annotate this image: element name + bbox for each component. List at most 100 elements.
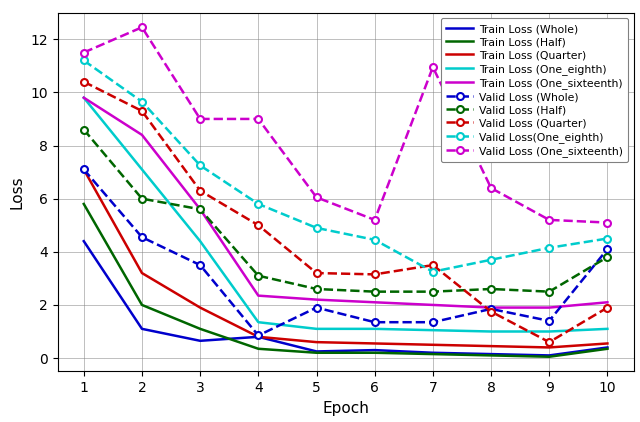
Train Loss (Half) xyxy=(371,350,378,355)
X-axis label: Epoch: Epoch xyxy=(322,400,369,416)
Train Loss (One_sixteenth) xyxy=(138,133,146,138)
Valid Loss(One_eighth) xyxy=(255,201,262,206)
Train Loss (Quarter) xyxy=(371,341,378,346)
Valid Loss(One_eighth) xyxy=(313,225,321,230)
Valid Loss (Half) xyxy=(371,289,378,294)
Train Loss (Half) xyxy=(138,303,146,308)
Train Loss (One_eighth) xyxy=(138,167,146,172)
Legend: Train Loss (Whole), Train Loss (Half), Train Loss (Quarter), Train Loss (One_eig: Train Loss (Whole), Train Loss (Half), T… xyxy=(441,18,628,162)
Train Loss (Whole) xyxy=(138,326,146,331)
Train Loss (One_eighth) xyxy=(196,238,204,243)
Train Loss (One_eighth) xyxy=(604,326,611,331)
Line: Train Loss (Quarter): Train Loss (Quarter) xyxy=(84,169,607,347)
Valid Loss(One_eighth) xyxy=(604,236,611,241)
Train Loss (Half) xyxy=(429,352,436,357)
Line: Train Loss (One_sixteenth): Train Loss (One_sixteenth) xyxy=(84,97,607,308)
Valid Loss(One_eighth) xyxy=(487,257,495,262)
Train Loss (One_sixteenth) xyxy=(604,300,611,305)
Line: Valid Loss(One_eighth): Valid Loss(One_eighth) xyxy=(80,57,611,275)
Valid Loss (Quarter) xyxy=(371,272,378,277)
Train Loss (Whole) xyxy=(255,334,262,339)
Valid Loss (One_sixteenth) xyxy=(429,65,436,70)
Valid Loss (Quarter) xyxy=(138,108,146,114)
Valid Loss (Quarter) xyxy=(80,79,88,84)
Train Loss (One_sixteenth) xyxy=(255,293,262,298)
Line: Train Loss (Whole): Train Loss (Whole) xyxy=(84,241,607,355)
Train Loss (One_sixteenth) xyxy=(545,305,553,310)
Valid Loss (Whole) xyxy=(196,262,204,268)
Train Loss (One_sixteenth) xyxy=(80,95,88,100)
Train Loss (One_sixteenth) xyxy=(429,303,436,308)
Valid Loss (One_sixteenth) xyxy=(255,116,262,122)
Valid Loss (Half) xyxy=(487,287,495,292)
Valid Loss (Whole) xyxy=(545,318,553,323)
Train Loss (Quarter) xyxy=(604,341,611,346)
Train Loss (One_eighth) xyxy=(429,327,436,333)
Train Loss (Quarter) xyxy=(138,271,146,276)
Valid Loss (One_sixteenth) xyxy=(487,186,495,191)
Train Loss (Quarter) xyxy=(429,342,436,347)
Train Loss (Half) xyxy=(487,353,495,358)
Train Loss (One_eighth) xyxy=(80,95,88,100)
Train Loss (Whole) xyxy=(196,338,204,344)
Line: Train Loss (One_eighth): Train Loss (One_eighth) xyxy=(84,97,607,332)
Valid Loss(One_eighth) xyxy=(196,163,204,168)
Train Loss (Quarter) xyxy=(196,305,204,310)
Line: Valid Loss (Whole): Valid Loss (Whole) xyxy=(80,166,611,339)
Train Loss (Whole) xyxy=(80,238,88,243)
Valid Loss (Quarter) xyxy=(487,309,495,314)
Valid Loss (One_sixteenth) xyxy=(545,217,553,222)
Train Loss (Quarter) xyxy=(545,345,553,350)
Train Loss (One_eighth) xyxy=(255,320,262,325)
Valid Loss (One_sixteenth) xyxy=(604,220,611,225)
Train Loss (One_eighth) xyxy=(545,329,553,334)
Train Loss (Whole) xyxy=(545,353,553,358)
Train Loss (One_sixteenth) xyxy=(196,207,204,212)
Valid Loss (Quarter) xyxy=(545,340,553,345)
Valid Loss (Quarter) xyxy=(255,223,262,228)
Valid Loss (One_sixteenth) xyxy=(138,25,146,30)
Train Loss (Whole) xyxy=(487,352,495,357)
Train Loss (One_eighth) xyxy=(371,326,378,331)
Valid Loss(One_eighth) xyxy=(80,58,88,63)
Train Loss (Quarter) xyxy=(313,340,321,345)
Valid Loss (Whole) xyxy=(371,320,378,325)
Y-axis label: Loss: Loss xyxy=(10,175,25,209)
Valid Loss(One_eighth) xyxy=(138,99,146,104)
Valid Loss(One_eighth) xyxy=(545,245,553,250)
Train Loss (Whole) xyxy=(371,348,378,353)
Line: Valid Loss (Half): Valid Loss (Half) xyxy=(80,126,611,295)
Valid Loss (Half) xyxy=(313,287,321,292)
Train Loss (Half) xyxy=(604,346,611,351)
Valid Loss (Whole) xyxy=(313,305,321,310)
Train Loss (Quarter) xyxy=(80,167,88,172)
Valid Loss (Whole) xyxy=(429,320,436,325)
Valid Loss (Half) xyxy=(138,196,146,201)
Valid Loss (Half) xyxy=(429,289,436,294)
Valid Loss (Whole) xyxy=(138,235,146,240)
Valid Loss (One_sixteenth) xyxy=(196,116,204,122)
Valid Loss (Quarter) xyxy=(429,262,436,268)
Train Loss (One_sixteenth) xyxy=(371,300,378,305)
Valid Loss(One_eighth) xyxy=(429,269,436,274)
Line: Valid Loss (Quarter): Valid Loss (Quarter) xyxy=(80,78,611,346)
Valid Loss (Half) xyxy=(255,273,262,278)
Valid Loss (Quarter) xyxy=(604,305,611,310)
Train Loss (One_sixteenth) xyxy=(487,305,495,310)
Train Loss (Half) xyxy=(545,354,553,359)
Valid Loss (Whole) xyxy=(604,246,611,252)
Train Loss (Whole) xyxy=(429,350,436,355)
Train Loss (Half) xyxy=(313,350,321,355)
Train Loss (One_sixteenth) xyxy=(313,297,321,302)
Valid Loss(One_eighth) xyxy=(371,237,378,242)
Valid Loss (Half) xyxy=(604,254,611,260)
Valid Loss (Half) xyxy=(80,127,88,132)
Valid Loss (Whole) xyxy=(80,167,88,172)
Valid Loss (Half) xyxy=(196,207,204,212)
Valid Loss (One_sixteenth) xyxy=(313,195,321,200)
Valid Loss (One_sixteenth) xyxy=(371,217,378,222)
Valid Loss (Whole) xyxy=(487,306,495,311)
Train Loss (Half) xyxy=(80,201,88,206)
Train Loss (One_eighth) xyxy=(313,326,321,331)
Train Loss (Whole) xyxy=(313,349,321,354)
